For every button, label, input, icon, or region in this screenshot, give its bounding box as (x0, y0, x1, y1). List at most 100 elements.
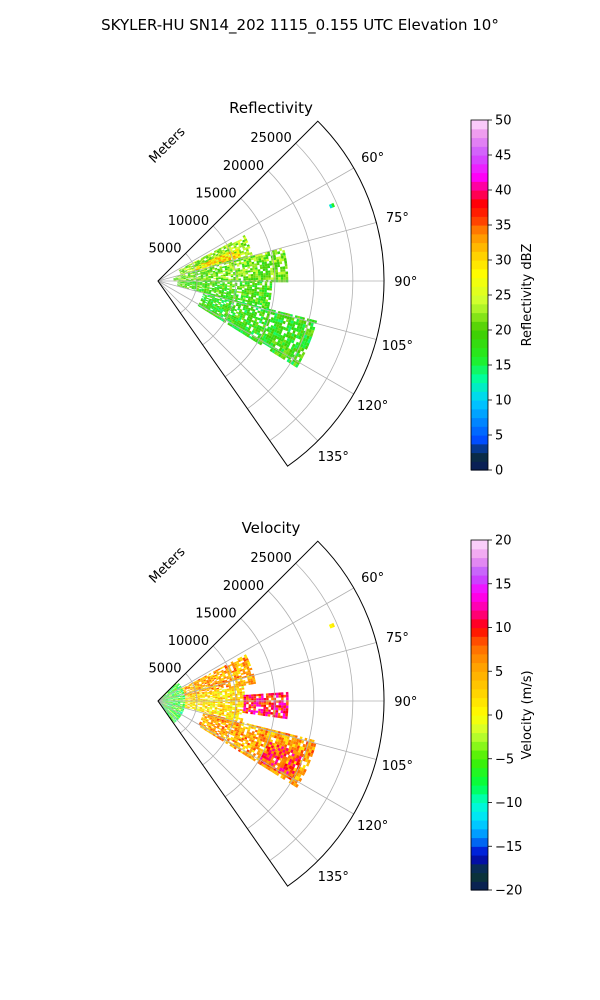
velocity-echo-cell (181, 708, 185, 710)
velocity-echo-cell (215, 676, 219, 679)
velocity-echo-cell (193, 682, 197, 685)
velocity-echo-cell (170, 687, 173, 690)
velocity-echo-cell (181, 691, 184, 693)
reflectivity-echo-cell (240, 274, 244, 277)
velocity-echo-cell (241, 729, 245, 733)
velocity-echo-cell (220, 699, 223, 701)
velocity-echo-cell (230, 702, 233, 704)
reflectivity-echo-cell (244, 251, 247, 255)
velocity-sector-outline (157, 540, 385, 887)
velocity-echo-cell (253, 704, 257, 707)
reflectivity-echo-cell (290, 361, 295, 366)
velocity-echo-cell (168, 692, 171, 694)
reflectivity-panel: Reflectivity Meters 50001000015000200002… (147, 99, 535, 479)
reflectivity-echo-cell (310, 322, 314, 327)
reflectivity-echo-cell (191, 286, 195, 288)
velocity-echo-cell (271, 697, 274, 701)
velocity-echo-cell (197, 703, 201, 705)
reflectivity-echo-cell (206, 290, 209, 292)
reflectivity-echo-cell (200, 273, 204, 276)
reflectivity-echo-cell (223, 276, 226, 278)
velocity-echo-cell (207, 726, 211, 730)
reflectivity-echo-cell (243, 306, 246, 309)
reflectivity-echo-cell (238, 274, 241, 277)
reflectivity-echo-cell (231, 288, 235, 291)
velocity-echo-cell (241, 742, 245, 746)
reflectivity-echo-cell (201, 288, 205, 290)
velocity-echo-cell (227, 737, 231, 740)
velocity-echo-cell (171, 711, 174, 714)
reflectivity-echo-cell (264, 289, 267, 293)
reflectivity-echo-cell (256, 326, 260, 330)
reflectivity-echo-cell (220, 295, 224, 298)
reflectivity-echo-cell (298, 329, 302, 333)
reflectivity-echo-cell (269, 283, 273, 286)
velocity-echo-cell (228, 676, 232, 679)
velocity-echo-cell (238, 738, 242, 742)
reflectivity-echo-cell (208, 277, 211, 279)
velocity-echo-cell (197, 684, 200, 686)
velocity-echo-cell (279, 748, 284, 753)
velocity-echo-cell (286, 702, 289, 706)
reflectivity-echo-cell (237, 241, 241, 245)
velocity-echo-cell (187, 694, 190, 696)
reflectivity-echo-cell (277, 349, 282, 354)
reflectivity-echo-cell (248, 276, 251, 279)
reflectivity-echo-cell (261, 314, 265, 317)
velocity-echo-cell (290, 766, 295, 771)
velocity-echo-cell (187, 696, 190, 698)
velocity-echo-cell (202, 684, 206, 687)
velocity-echo-cell (292, 782, 297, 787)
reflectivity-echo-cell (194, 261, 198, 264)
reflectivity-echo-cell (228, 272, 231, 275)
velocity-echo-cell (219, 681, 223, 684)
velocity-colorbar-segment (471, 697, 488, 707)
velocity-echo-cell (295, 741, 299, 746)
reflectivity-echo-cell (218, 301, 222, 304)
reflectivity-echo-cell (257, 324, 261, 328)
reflectivity-echo-cell (223, 246, 227, 250)
reflectivity-echo-cell (233, 304, 236, 308)
velocity-echo-cell (165, 702, 168, 703)
reflectivity-echo-cell (183, 280, 187, 281)
reflectivity-echo-cell (218, 313, 222, 317)
reflectivity-echo-cell (261, 326, 265, 330)
velocity-echo-cell (163, 705, 166, 708)
reflectivity-echo-cell (258, 260, 262, 263)
velocity-echo-cell (230, 731, 234, 734)
velocity-colorbar-segment (471, 610, 488, 620)
reflectivity-echo-cell (206, 297, 210, 300)
reflectivity-echo-cell (250, 306, 254, 309)
velocity-echo-cell (192, 698, 196, 700)
velocity-echo-cell (174, 687, 177, 690)
velocity-echo-cell (175, 704, 178, 705)
velocity-echo-cell (238, 730, 242, 734)
reflectivity-echo-cell (220, 251, 223, 255)
velocity-echo-cell (294, 779, 299, 784)
velocity-echo-cell (184, 687, 188, 689)
velocity-echo-cell (180, 704, 183, 705)
reflectivity-echo-cell (180, 267, 184, 270)
velocity-echo-cell (167, 704, 170, 705)
reflectivity-echo-cell (205, 292, 209, 294)
reflectivity-echo-cell (248, 292, 252, 295)
reflectivity-echo-cell (247, 264, 250, 267)
reflectivity-echo-cell (203, 289, 207, 292)
reflectivity-echo-cell (274, 259, 277, 263)
velocity-echo-cell (171, 715, 174, 718)
reflectivity-echo-cell (204, 294, 208, 297)
reflectivity-echo-cell (239, 325, 243, 329)
velocity-echo-cell (165, 702, 168, 703)
velocity-echo-cell (209, 723, 213, 726)
velocity-echo-cell (223, 676, 227, 679)
velocity-echo-cell (224, 710, 227, 713)
velocity-echo-cell (167, 701, 171, 703)
velocity-echo-cell (285, 770, 290, 775)
reflectivity-colorbar-segment (471, 260, 488, 270)
reflectivity-echo-cell (180, 274, 183, 276)
reflectivity-echo-cell (269, 260, 272, 264)
reflectivity-echo-cell (257, 300, 261, 303)
velocity-echo-cell (217, 698, 221, 700)
velocity-echo-cell (258, 753, 262, 757)
velocity-echo-cell (206, 681, 210, 684)
